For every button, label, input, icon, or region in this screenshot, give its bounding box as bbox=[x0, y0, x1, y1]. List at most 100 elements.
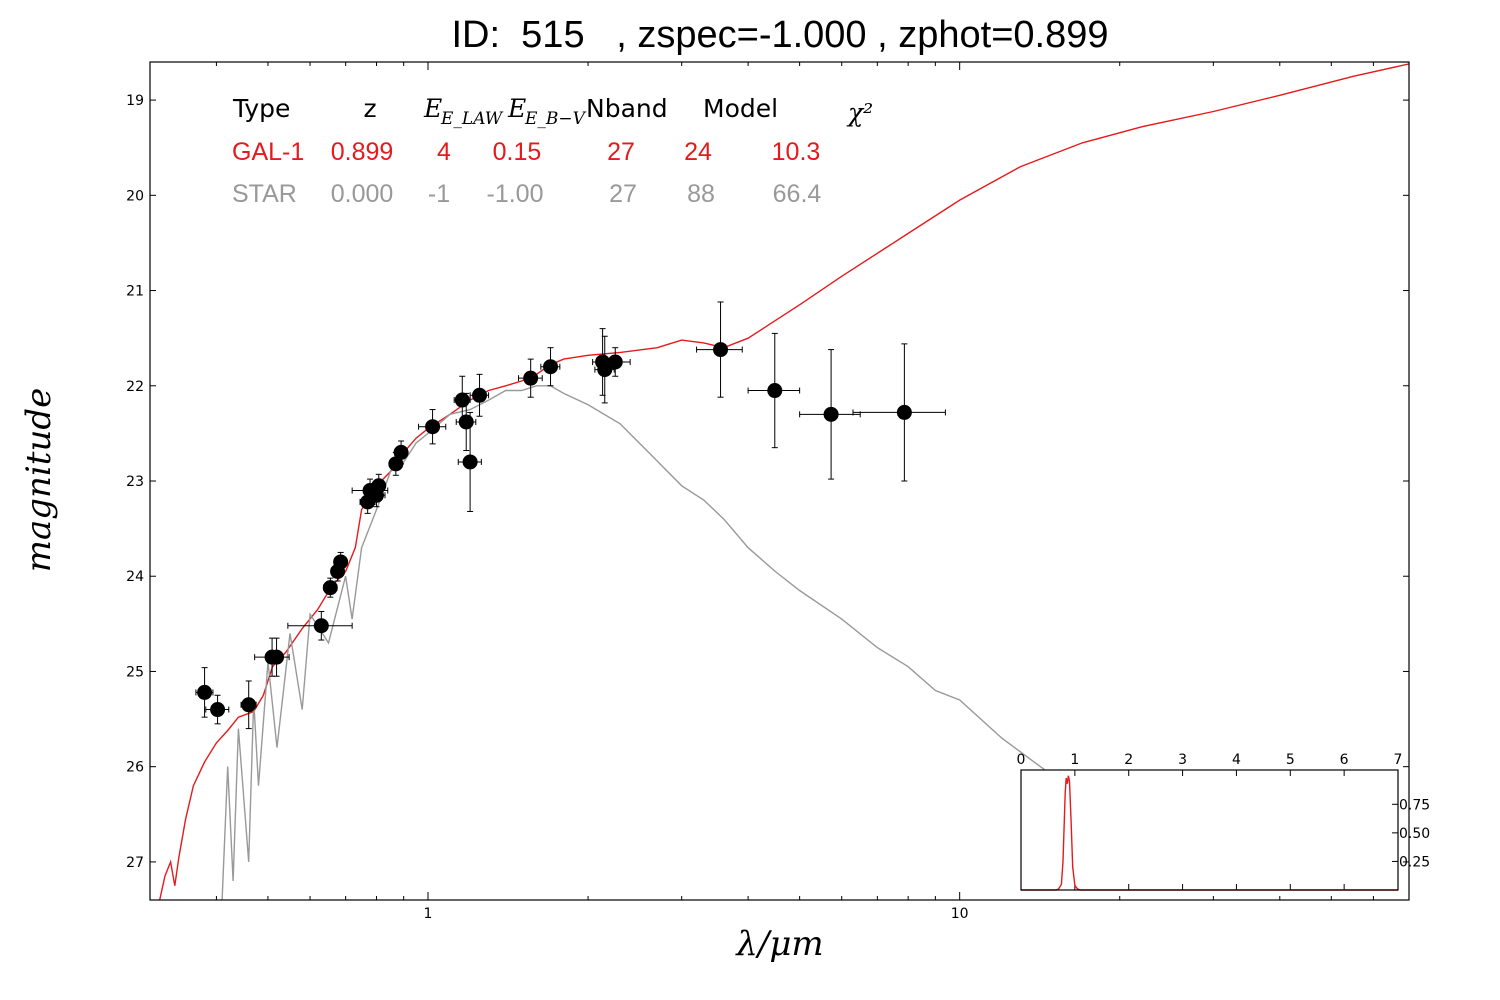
photometry-marker bbox=[333, 554, 349, 570]
y-tick-label: 22 bbox=[126, 379, 144, 395]
photometry-marker bbox=[388, 456, 404, 472]
gal-type: GAL-1 bbox=[232, 138, 304, 166]
inset-y-tick-label: 0.25 bbox=[1399, 854, 1430, 870]
photometry-point bbox=[322, 577, 338, 598]
photometry-marker bbox=[454, 392, 470, 408]
photometry-point bbox=[418, 409, 447, 445]
gal-chi2: 10.3 bbox=[772, 138, 821, 166]
y-tick-label: 26 bbox=[126, 760, 144, 776]
photometry-point bbox=[205, 694, 230, 725]
photometry-point bbox=[287, 610, 353, 641]
photometry-marker bbox=[607, 354, 623, 370]
photometry-marker bbox=[458, 414, 474, 430]
photometry-marker bbox=[269, 649, 285, 665]
photometry-point bbox=[598, 347, 631, 377]
y-tick-label: 23 bbox=[126, 474, 144, 490]
star-chi2: 66.4 bbox=[773, 180, 822, 208]
star-ebv: -1.00 bbox=[487, 180, 544, 208]
photometry-point bbox=[747, 332, 801, 449]
photometry-point bbox=[852, 343, 946, 482]
photometry-marker bbox=[371, 478, 387, 494]
inset-x-tick-label: 5 bbox=[1286, 752, 1295, 768]
photometry-marker bbox=[713, 342, 729, 358]
table-header-z: z bbox=[363, 94, 376, 123]
photometry-marker bbox=[393, 444, 409, 460]
table-header-elaw: E E_LAW bbox=[423, 94, 504, 129]
gal-model: 24 bbox=[684, 138, 712, 166]
photometry-point bbox=[371, 473, 387, 498]
photometry-marker bbox=[896, 404, 912, 420]
galaxy-model-line bbox=[158, 63, 1409, 900]
photometry-marker bbox=[823, 406, 839, 422]
photometry-marker bbox=[322, 580, 338, 596]
inset-pdf-chart: 0 1 2 3 4 5 6 7 0.75 0.50 0.25 bbox=[1017, 752, 1430, 891]
gal-z: 0.899 bbox=[331, 138, 394, 166]
photometry-point bbox=[799, 349, 861, 480]
gal-elaw: 4 bbox=[437, 138, 451, 166]
table-header-chi2: χ² bbox=[846, 98, 873, 127]
photometry-marker bbox=[313, 618, 329, 634]
photometry-marker bbox=[210, 702, 226, 718]
main-photometry-points bbox=[195, 301, 946, 730]
photometry-point bbox=[240, 680, 257, 730]
svg-text:E: E bbox=[507, 94, 526, 123]
photometry-marker bbox=[197, 684, 213, 700]
photometry-marker bbox=[425, 419, 441, 435]
inset-pdf-line bbox=[1021, 775, 1398, 891]
svg-text:E: E bbox=[423, 94, 442, 123]
photometry-marker bbox=[472, 387, 488, 403]
photometry-point bbox=[540, 347, 561, 387]
photometry-point bbox=[594, 335, 615, 404]
x-tick-label: 1 bbox=[424, 906, 433, 922]
star-type: STAR bbox=[232, 180, 297, 208]
photometry-marker bbox=[543, 359, 559, 375]
photometry-point bbox=[469, 373, 490, 417]
inset-y-tick-label: 0.75 bbox=[1399, 797, 1430, 813]
photometry-point bbox=[518, 358, 543, 398]
page-title: ID: 515 , zspec=-1.000 , zphot=0.899 bbox=[451, 14, 1109, 56]
photometry-marker bbox=[523, 370, 539, 386]
photometry-marker bbox=[462, 454, 478, 470]
inset-axis-ticks: 0 1 2 3 4 5 6 7 0.75 0.50 0.25 bbox=[1017, 752, 1430, 890]
inset-x-tick-label: 2 bbox=[1124, 752, 1133, 768]
table-header-nband: Nband bbox=[586, 94, 668, 123]
photometry-point bbox=[195, 667, 214, 718]
table-header-elaw-label: E_LAW bbox=[440, 109, 504, 129]
gal-ebv: 0.15 bbox=[493, 138, 542, 166]
photometry-point bbox=[457, 411, 482, 512]
inset-x-tick-label: 7 bbox=[1394, 752, 1403, 768]
inset-x-tick-label: 4 bbox=[1232, 752, 1241, 768]
star-model: 88 bbox=[687, 180, 715, 208]
photometry-point bbox=[696, 301, 743, 398]
table-header-type: Type bbox=[232, 94, 290, 123]
legend-table: Type z E E_LAW E E_B−V Nband Model χ² GA… bbox=[232, 94, 873, 208]
photometry-point bbox=[333, 551, 349, 572]
star-z: 0.000 bbox=[331, 180, 394, 208]
y-axis-title: magnitude bbox=[19, 388, 59, 573]
star-elaw: -1 bbox=[428, 180, 450, 208]
inset-y-tick-label: 0.50 bbox=[1399, 826, 1430, 842]
pdf-z-line bbox=[1021, 775, 1398, 891]
inset-frame bbox=[1020, 769, 1399, 891]
photometry-marker bbox=[767, 383, 783, 399]
table-header-model: Model bbox=[703, 94, 778, 123]
table-header-ebv: E E_B−V bbox=[507, 94, 587, 129]
inset-x-tick-label: 0 bbox=[1017, 752, 1026, 768]
x-tick-label: 10 bbox=[951, 906, 969, 922]
star-nband: 27 bbox=[609, 180, 637, 208]
inset-background bbox=[1021, 770, 1398, 890]
table-header-ebv-label: E_B−V bbox=[524, 109, 587, 129]
star-model-line bbox=[221, 385, 1076, 900]
gal-nband: 27 bbox=[607, 138, 635, 166]
photometry-marker bbox=[597, 362, 613, 378]
y-tick-label: 20 bbox=[126, 188, 144, 204]
y-tick-label: 24 bbox=[126, 569, 144, 585]
inset-x-tick-label: 1 bbox=[1070, 752, 1079, 768]
y-tick-label: 27 bbox=[126, 855, 144, 871]
table-row-star: STAR 0.000 -1 -1.00 27 88 66.4 bbox=[232, 180, 821, 208]
photometry-marker bbox=[241, 697, 257, 713]
main-plot-frame bbox=[149, 61, 1410, 901]
y-tick-label: 19 bbox=[126, 93, 144, 109]
